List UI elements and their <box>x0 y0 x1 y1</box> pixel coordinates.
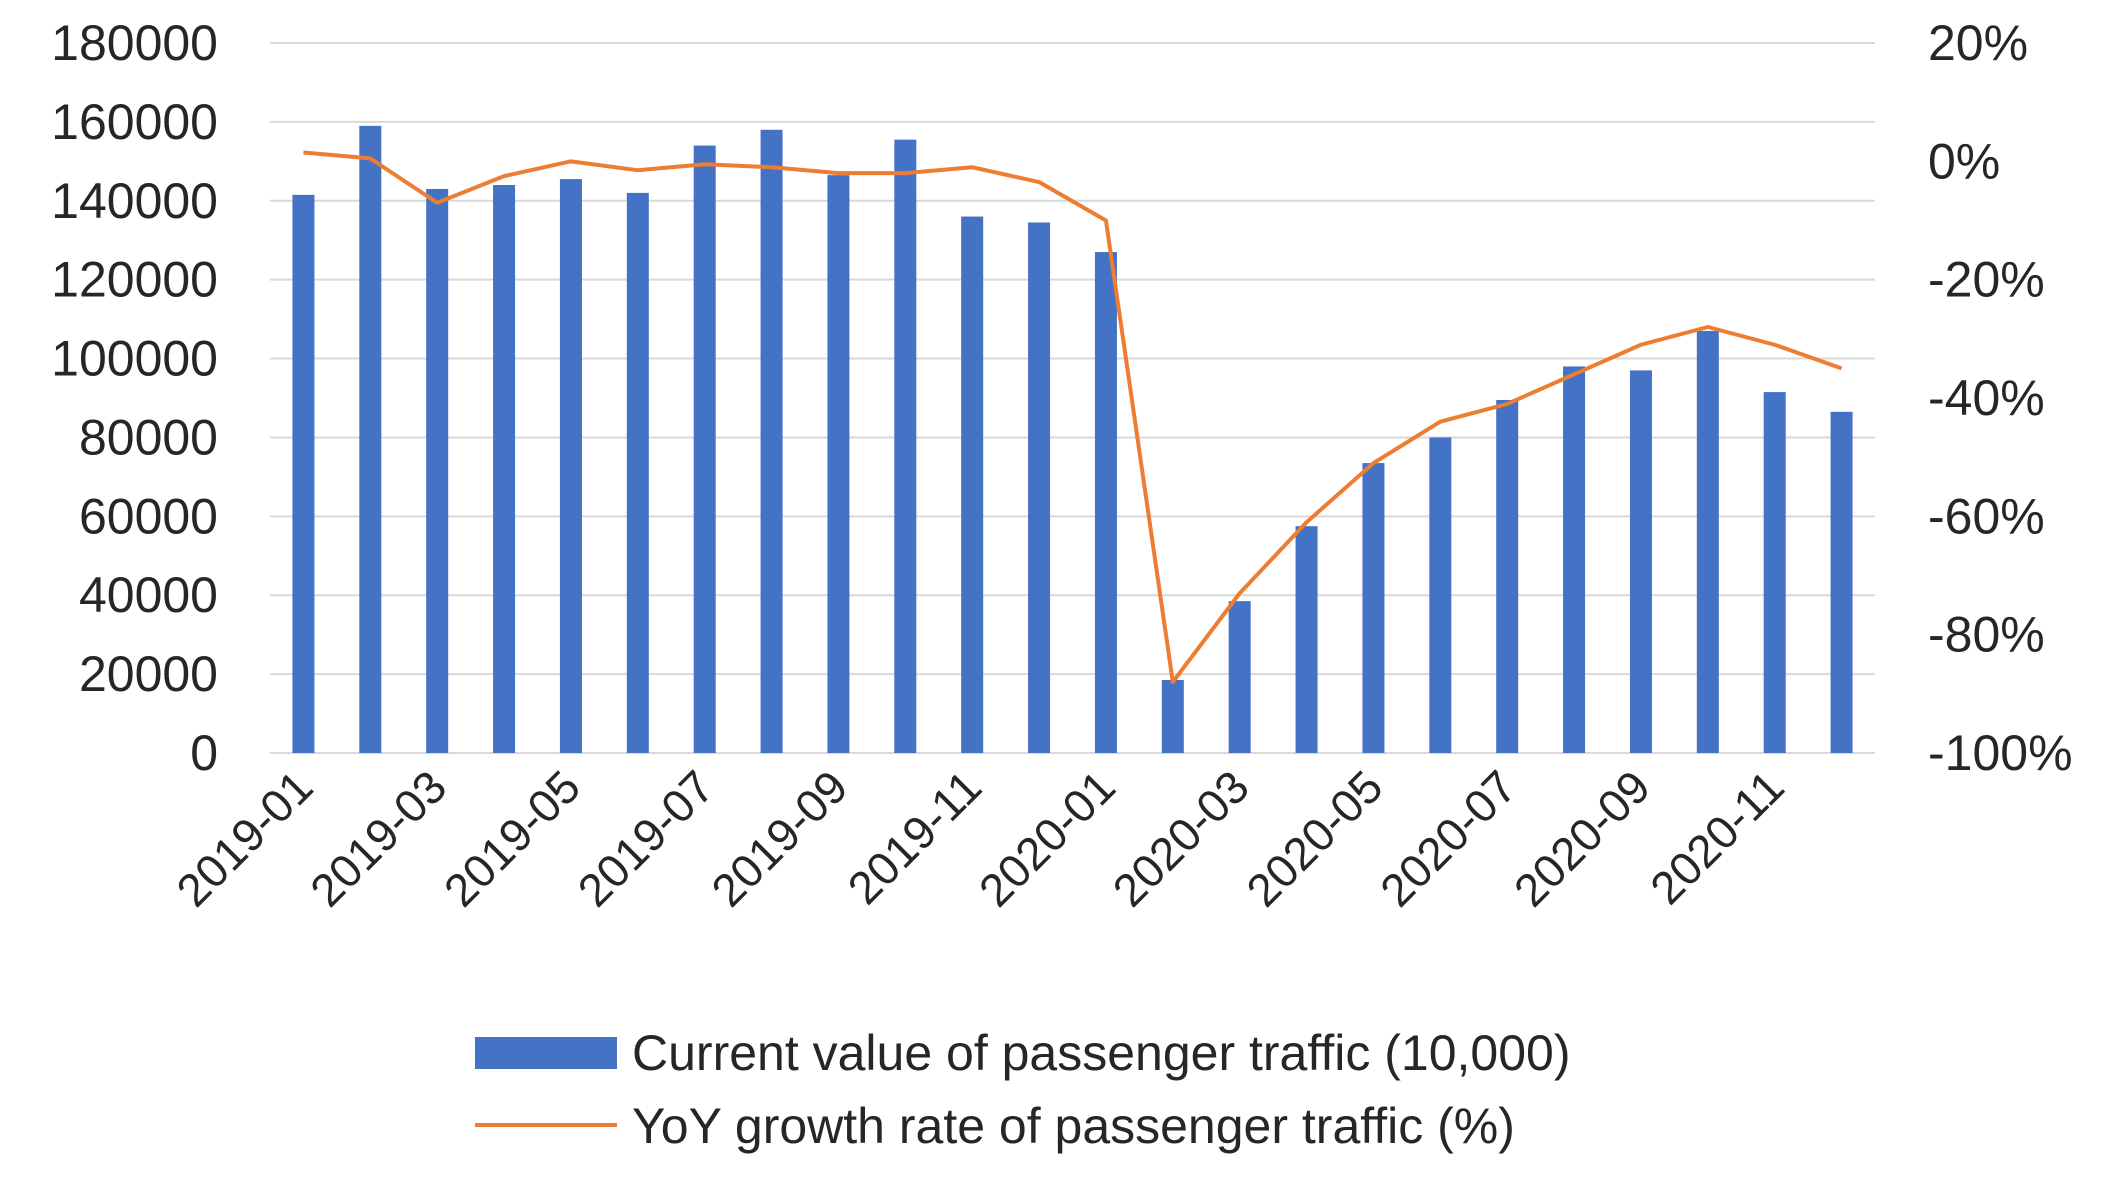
bar-2019-02 <box>359 125 382 754</box>
bar-2019-12 <box>1028 222 1051 753</box>
left-tick-label: 120000 <box>51 252 218 308</box>
right-tick-label: 0% <box>1928 133 2000 189</box>
bar-2019-11 <box>961 216 984 754</box>
bar-2019-06 <box>626 192 649 753</box>
right-tick-label: -40% <box>1928 370 2045 426</box>
left-tick-label: 40000 <box>79 567 218 623</box>
left-tick-label: 140000 <box>51 173 218 229</box>
bar-2020-02 <box>1161 680 1184 753</box>
left-tick-label: 160000 <box>51 94 218 150</box>
right-tick-label: 20% <box>1928 15 2028 71</box>
x-tick-label: 2020-11 <box>1640 760 1794 914</box>
legend: Current value of passenger traffic (10,0… <box>475 1025 1570 1154</box>
bar-2020-12 <box>1830 411 1853 753</box>
bar-2020-03 <box>1228 601 1251 753</box>
left-tick-label: 60000 <box>79 488 218 544</box>
legend-label-bar: Current value of passenger traffic (10,0… <box>632 1025 1570 1081</box>
yoy-growth-line <box>303 150 1843 684</box>
bar-2019-05 <box>559 179 582 754</box>
line-series <box>303 150 1843 684</box>
right-tick-label: -100% <box>1928 725 2073 781</box>
right-tick-label: -20% <box>1928 252 2045 308</box>
x-tick-label: 2019-01 <box>166 760 322 916</box>
legend-swatch-bar <box>475 1037 617 1069</box>
left-tick-label: 20000 <box>79 646 218 702</box>
x-tick-label: 2019-09 <box>701 760 857 916</box>
bar-2020-01 <box>1094 252 1117 754</box>
bar-2019-07 <box>693 145 716 754</box>
bar-2020-10 <box>1696 330 1719 753</box>
x-tick-label: 2020-09 <box>1504 760 1660 916</box>
bar-2020-11 <box>1763 392 1786 753</box>
x-tick-label: 2020-01 <box>969 760 1125 916</box>
bar-2020-08 <box>1563 366 1586 753</box>
x-tick-label: 2019-03 <box>300 760 456 916</box>
bar-2020-05 <box>1362 463 1385 753</box>
x-tick-label: 2020-03 <box>1103 760 1259 916</box>
bar-2020-09 <box>1629 370 1652 753</box>
bar-series <box>292 125 1853 754</box>
bar-2019-03 <box>426 188 449 753</box>
x-tick-label: 2019-11 <box>838 760 992 914</box>
bar-2019-04 <box>493 185 516 753</box>
right-tick-label: -60% <box>1928 488 2045 544</box>
right-y-axis: -100% -80% -60% -40% -20% 0% 20% <box>1928 15 2073 781</box>
left-tick-label: 180000 <box>51 15 218 71</box>
bar-2019-01 <box>292 194 315 754</box>
bar-2020-06 <box>1429 437 1452 753</box>
grid-lines <box>270 42 1875 754</box>
left-tick-label: 0 <box>190 725 218 781</box>
left-tick-label: 80000 <box>79 409 218 465</box>
x-tick-label: 2019-05 <box>434 760 590 916</box>
bar-2019-08 <box>760 129 783 753</box>
left-tick-label: 100000 <box>51 331 218 387</box>
left-y-axis: 0 20000 40000 60000 80000 100000 120000 140000 1… <box>51 15 218 781</box>
x-tick-label: 2019-07 <box>568 760 724 916</box>
x-tick-label: 2020-07 <box>1370 760 1526 916</box>
bar-2019-10 <box>894 139 917 753</box>
x-axis: 2019-012019-032019-052019-072019-092019-… <box>166 760 1793 916</box>
bar-2020-04 <box>1295 526 1318 753</box>
bar-2020-07 <box>1496 399 1519 753</box>
right-tick-label: -80% <box>1928 607 2045 663</box>
legend-label-line: YoY growth rate of passenger traffic (%) <box>632 1098 1515 1154</box>
x-tick-label: 2020-05 <box>1236 760 1392 916</box>
bar-2019-09 <box>827 175 850 753</box>
